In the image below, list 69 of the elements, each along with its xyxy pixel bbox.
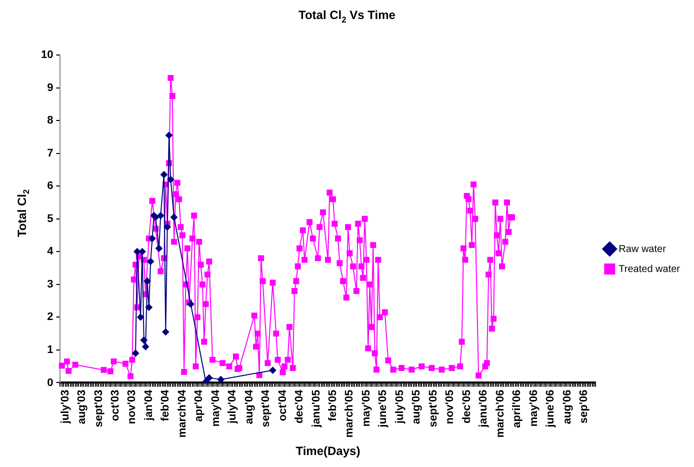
x-tick-label: aug'06 — [561, 390, 574, 424]
y-tick-label: 5 — [47, 212, 54, 225]
x-tick-label: june'06 — [544, 390, 557, 428]
point — [157, 212, 164, 220]
x-tick-label: janu'05 — [310, 390, 322, 428]
point — [167, 176, 174, 184]
point — [147, 258, 154, 265]
point — [134, 248, 141, 256]
x-tick-label: apr'04 — [193, 388, 206, 422]
point — [140, 336, 148, 344]
point — [138, 248, 146, 256]
point — [137, 314, 144, 321]
x-tick-label: june'05 — [377, 390, 390, 428]
x-tick-label: july'03 — [59, 390, 72, 425]
y-tick-label: 10 — [40, 49, 54, 62]
x-tick-label: sept'03 — [92, 390, 105, 428]
x-axis-title: Time(Days) — [296, 444, 360, 458]
point — [144, 278, 151, 285]
x-tick-label: dec'05 — [460, 390, 473, 424]
x-tick-label: march'06 — [494, 390, 506, 438]
x-tick-label: july'04 — [226, 388, 239, 425]
x-tick-label: april'06 — [511, 390, 524, 428]
x-tick-label: march'04 — [176, 388, 188, 438]
point — [165, 132, 172, 139]
x-tick-label: may'05 — [360, 390, 372, 427]
point — [142, 343, 150, 350]
y-tick-label: 4 — [47, 246, 54, 258]
x-tick-label: feb'04 — [160, 388, 172, 422]
x-tick-label: oct'03 — [109, 390, 122, 422]
point — [145, 304, 152, 311]
legend-label: Treated water — [618, 264, 681, 275]
x-tick-label: feb'05 — [327, 390, 340, 422]
x-tick-label: jan'04 — [142, 388, 155, 422]
y-tick-label: 2 — [47, 311, 54, 324]
y-tick-label: 7 — [47, 147, 54, 160]
x-tick-label: july'05 — [394, 390, 406, 425]
x-tick-label: dec'04 — [294, 388, 306, 424]
point — [170, 214, 178, 221]
x-tick-label: sept'05 — [427, 390, 440, 428]
x-tick-label: oct'04 — [276, 388, 289, 422]
x-tick-label: aug'03 — [76, 390, 88, 424]
y-tick-label: 3 — [47, 278, 54, 290]
point — [160, 171, 168, 178]
y-tick-label: 9 — [47, 82, 54, 94]
x-tick-label: aug'04 — [243, 388, 256, 424]
y-tick-label: 8 — [47, 114, 54, 127]
x-tick-label: janu'06 — [478, 390, 490, 428]
x-tick-label: nov'05 — [444, 390, 456, 424]
point — [155, 244, 162, 252]
y-tick-label: 1 — [47, 344, 54, 356]
point — [164, 224, 171, 231]
point — [132, 350, 140, 357]
y-tick-label: 6 — [47, 180, 54, 192]
point — [269, 366, 276, 374]
x-tick-label: may'04 — [210, 388, 222, 427]
x-tick-label: sep'06 — [578, 390, 590, 424]
legend-label: Raw water — [618, 244, 667, 255]
point — [206, 374, 213, 382]
point — [162, 328, 170, 336]
x-tick-label: may'06 — [528, 390, 540, 427]
chart-title: Total Cl$_{2}$ Vs Time — [298, 8, 396, 24]
point — [148, 235, 156, 242]
point — [217, 376, 224, 383]
x-tick-label: sept'04 — [260, 388, 272, 428]
x-tick-label: nov'03 — [126, 390, 138, 424]
x-tick-label: aug'05 — [410, 390, 423, 424]
x-tick-label: march'05 — [344, 390, 356, 438]
y-tick-label: 0 — [47, 376, 54, 389]
point — [187, 300, 194, 308]
